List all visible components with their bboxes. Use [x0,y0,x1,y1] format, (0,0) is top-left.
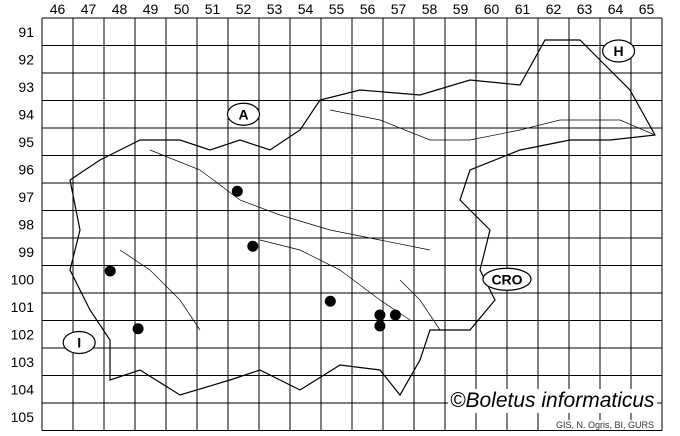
country-label-ellipse [62,330,96,355]
column-label: 50 [174,1,190,17]
row-label: 101 [11,299,35,315]
column-label: 59 [453,1,469,17]
country-label: H [614,43,624,59]
country-label: A [238,106,248,122]
record-dot [231,185,243,197]
record-dot [132,323,144,335]
rivers [119,109,656,331]
column-label: 60 [484,1,500,17]
column-label: 58 [422,1,438,17]
country-label-ellipse [226,102,261,126]
record-dot [374,320,386,332]
row-label: 95 [18,134,34,150]
column-label: 57 [391,1,407,17]
column-label: 54 [298,1,314,17]
column-label: 53 [267,1,283,17]
column-label: 56 [360,1,376,17]
record-dot [324,295,336,307]
column-label: 48 [112,1,128,17]
source-text: GIS, N. Ogris, BI, GURS [556,420,655,430]
grid: 46 47 48 49 50 51 52 53 54 55 56 57 58 59 60 61 62 63 64 65… [11,1,663,431]
record-dot [374,309,386,321]
country-label: I [77,335,81,351]
country-border [69,39,656,397]
row-label: 96 [18,161,34,177]
column-label: 47 [81,1,97,17]
credit-text: ©Boletus informaticus [448,389,657,413]
row-label: 93 [18,79,34,95]
row-label: 91 [18,24,34,40]
row-label: 102 [11,326,35,342]
column-label: 51 [205,1,221,17]
column-label: 63 [577,1,593,17]
row-label: 92 [18,51,34,67]
row-label: 103 [11,354,35,370]
row-label: 100 [11,271,35,287]
row-label: 97 [18,189,34,205]
column-label: 65 [639,1,655,17]
row-label: 94 [18,106,34,122]
record-dot [104,265,116,277]
column-label: 61 [515,1,531,17]
column-label: 62 [546,1,562,17]
country-label-ellipse [601,39,636,63]
column-label: 46 [50,1,66,17]
record-dot [247,240,259,252]
country-label: CRO [491,271,522,287]
country-label-ellipse [482,267,532,291]
row-label: 98 [18,216,34,232]
column-label: 55 [329,1,345,17]
row-label: 99 [18,244,34,260]
record-dot [389,309,401,321]
row-label: 104 [11,381,35,397]
column-label: 52 [236,1,252,17]
column-label: 64 [608,1,624,17]
row-label: 105 [11,409,35,425]
column-label: 49 [143,1,159,17]
